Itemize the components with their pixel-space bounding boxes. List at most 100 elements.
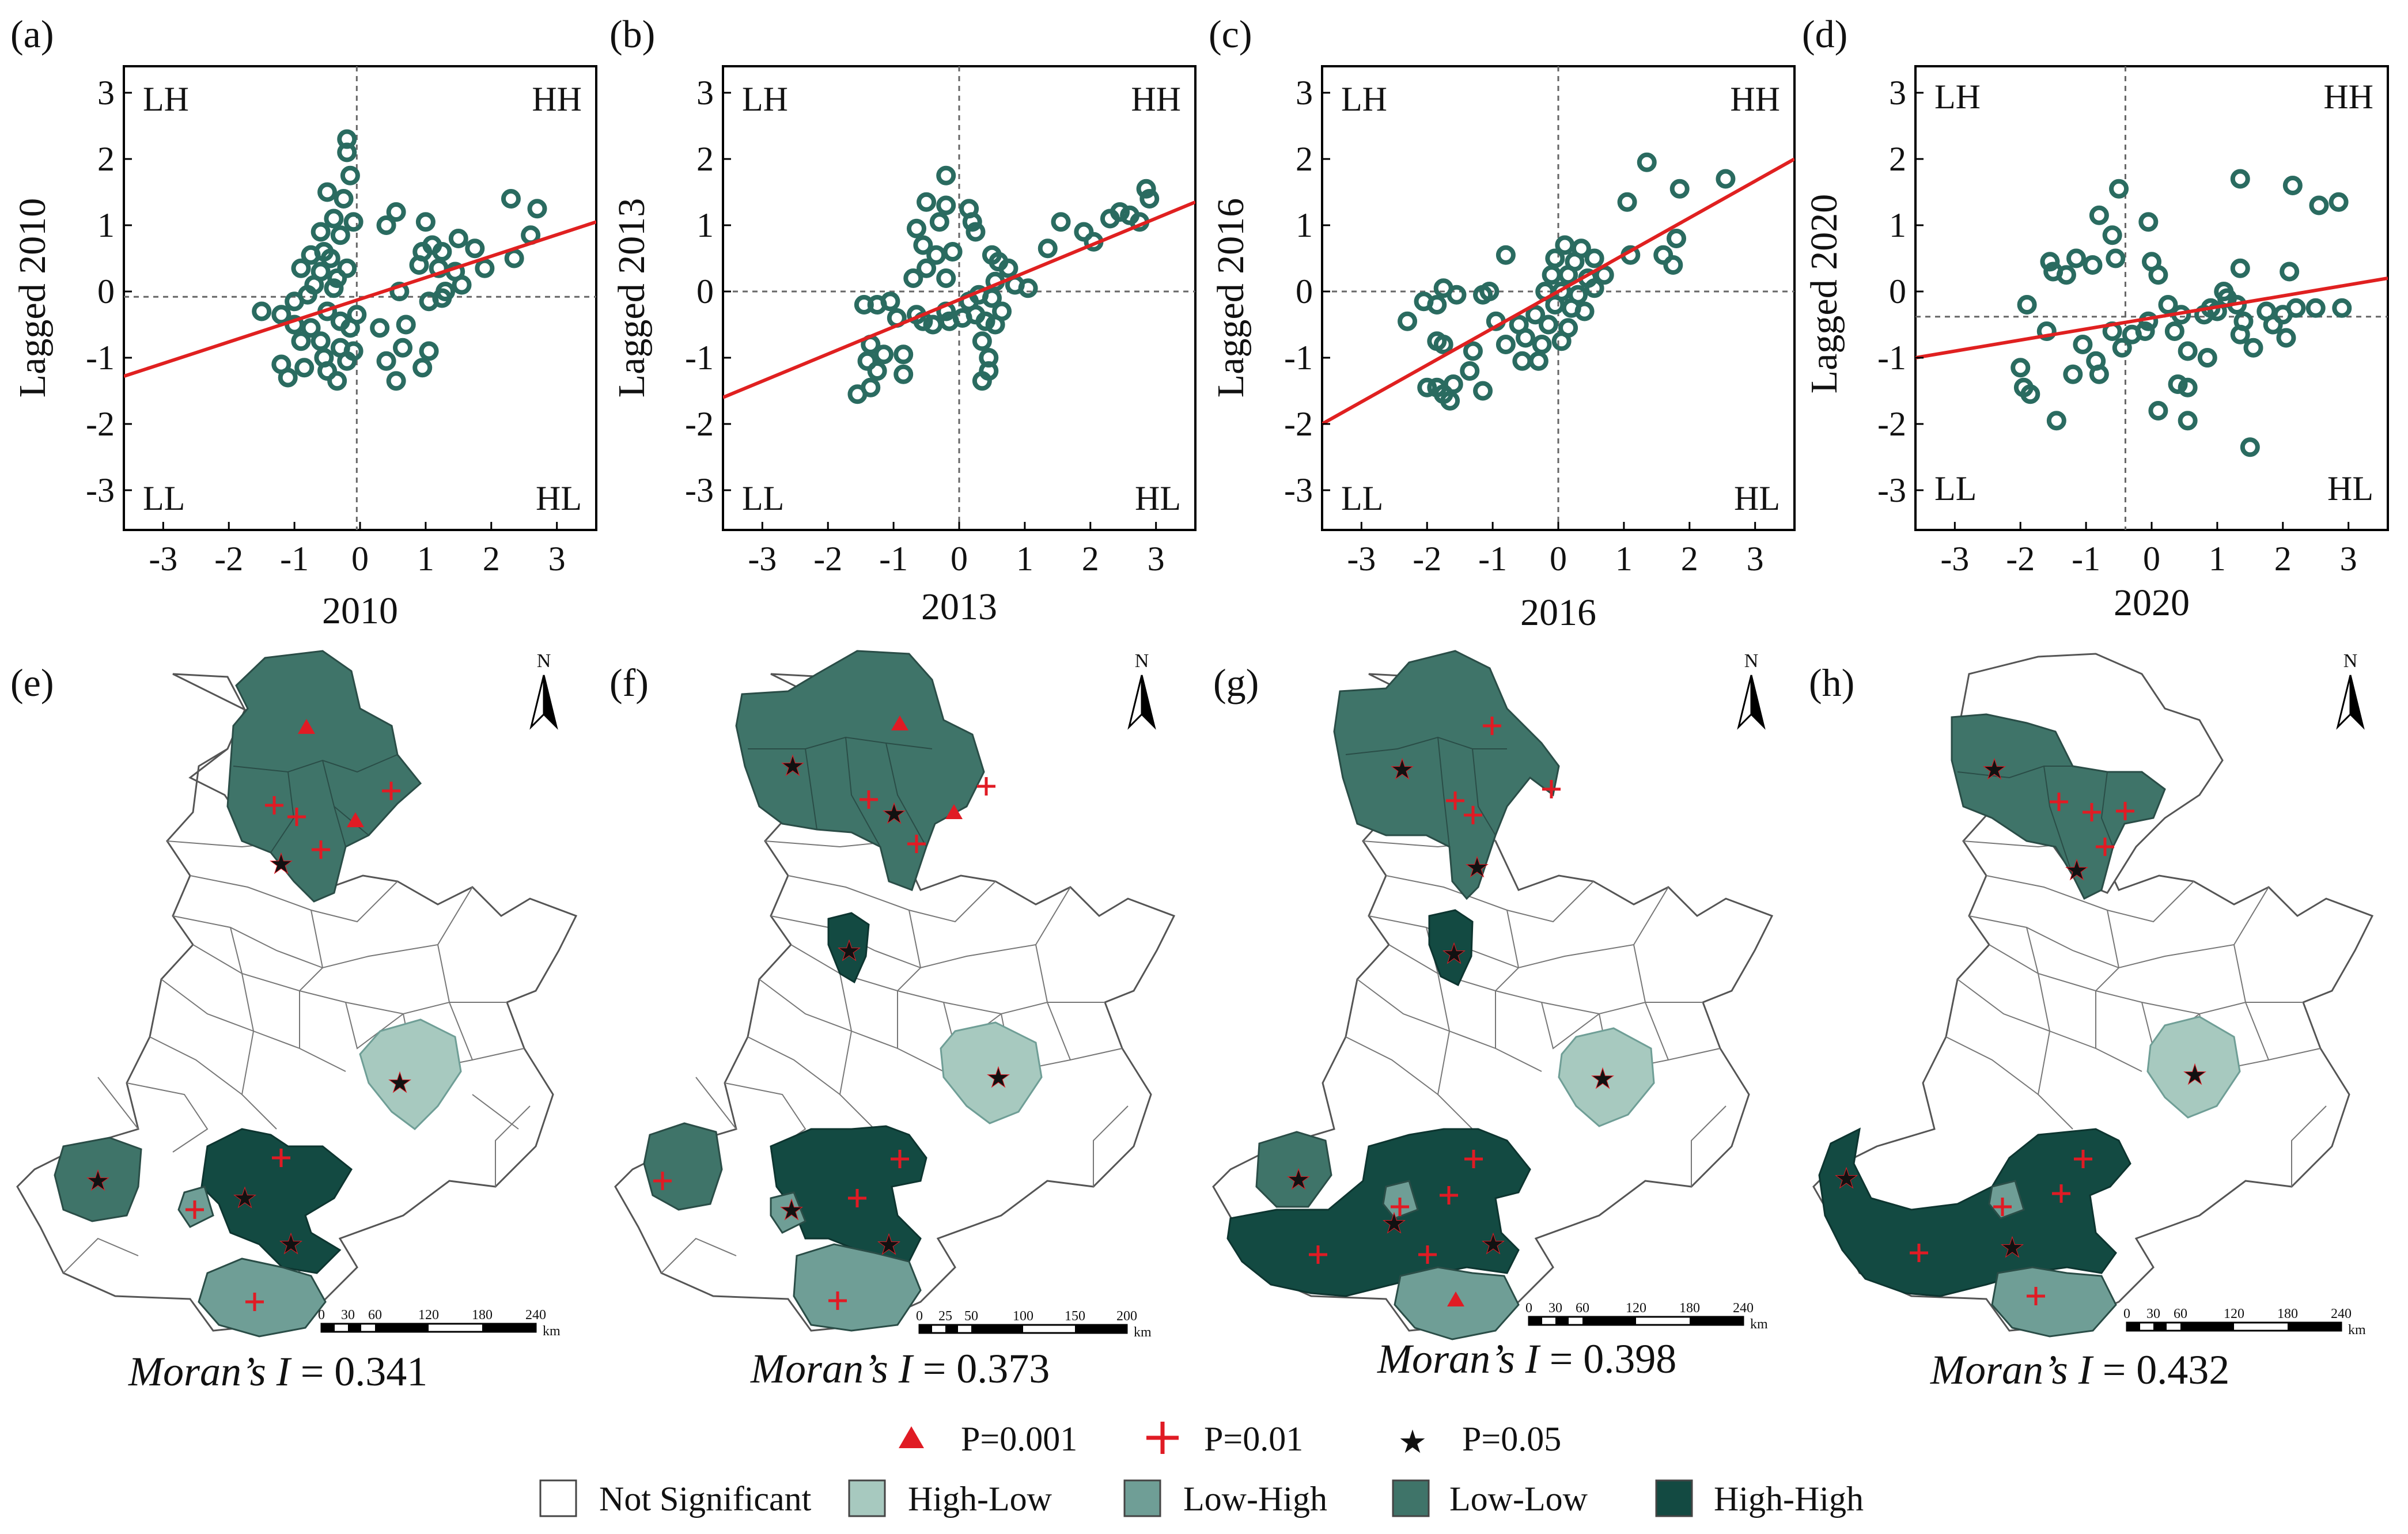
scatter-points (2011, 169, 2352, 457)
scatter-point (936, 165, 956, 185)
x-tick-label: 0 (351, 540, 369, 578)
scatter-point (2332, 298, 2352, 318)
plus-marker (265, 796, 283, 815)
y-axis-label: Lagged 2016 (1210, 198, 1252, 397)
plus-marker (653, 1172, 672, 1190)
scatter-panel-b: (b) -3 -2 -1 0 1 2 3 -3 -2 -1 0 1 2 3 LH HH LL HL 201… (609, 12, 1197, 628)
x-tick-label: 3 (548, 540, 566, 578)
scatter-point (1018, 278, 1038, 298)
morans-i-value: = 0.341 (301, 1349, 428, 1395)
plus-marker (1993, 1198, 2012, 1216)
quadrant-hh: HH (2323, 78, 2373, 116)
scatter-point (917, 192, 937, 212)
scatter-point (419, 341, 439, 361)
quadrant-lh: LH (742, 80, 788, 118)
legend-category-row: Not Significant High-Low Low-High Low-Lo… (539, 1479, 1864, 1518)
scatter-point (2138, 212, 2159, 232)
scatter-point (1551, 331, 1572, 351)
scatter-point (2017, 295, 2037, 315)
legend-marker-row: P=0.001 P=0.01 ★ P=0.05 (899, 1420, 1561, 1460)
star-marker: ★ (1590, 1064, 1615, 1094)
x-tick-label: -1 (2072, 540, 2100, 578)
axis-ticks: -3 -2 -1 0 1 2 3 -3 -2 -1 0 1 2 3 (86, 74, 566, 578)
star-marker: ★ (881, 799, 906, 830)
scatter-point (1495, 335, 1516, 354)
plus-marker (1464, 806, 1482, 824)
scatter-point (452, 275, 472, 295)
morans-i: Moran’s I = 0.398 (1377, 1336, 1676, 1382)
scatter-point (1637, 152, 1657, 172)
north-label: N (2343, 650, 2358, 672)
y-axis-label: Lagged 2010 (12, 198, 54, 397)
scatter-point (376, 215, 396, 235)
scatter-point (1545, 248, 1565, 268)
scatter-point (1509, 315, 1529, 335)
scatter-point (393, 338, 413, 358)
plus-marker (2027, 1287, 2045, 1305)
plot-frame (1914, 65, 2389, 531)
x-tick-label: 2 (2274, 540, 2292, 578)
plus-marker (1418, 1245, 1437, 1264)
scatter-point (2286, 298, 2306, 318)
y-tick-label: 3 (1889, 74, 1906, 112)
scatter-point (2020, 384, 2040, 404)
scatter-point (1584, 278, 1604, 298)
triangle-marker (298, 719, 315, 734)
panel-label: (h) (1809, 661, 1854, 704)
scatter-point (1136, 179, 1156, 199)
scatter-point (327, 371, 347, 391)
scatter-point (2112, 338, 2132, 358)
scale-tick: 120 (2224, 1306, 2244, 1321)
scatter-point (347, 305, 367, 325)
scatter-point (854, 295, 874, 315)
north-arrow: N (1737, 650, 1766, 730)
scale-tick: 60 (2174, 1306, 2187, 1321)
scale-bar: 0 25 50 100 150 200 km (916, 1309, 1152, 1340)
panel-label: (a) (10, 12, 54, 56)
region-low-low-north (226, 650, 422, 903)
north-label: N (1135, 650, 1149, 672)
scatter-point (2164, 321, 2184, 341)
y-tick-label: -1 (1877, 339, 1906, 377)
scatter-point (1532, 335, 1552, 354)
star-marker: ★ (1464, 853, 1489, 883)
scatter-points (847, 165, 1160, 404)
legend-swatch-low-high (1123, 1479, 1161, 1517)
scatter-point (998, 258, 1019, 278)
scatter-point (389, 282, 410, 301)
scatter-point (475, 258, 495, 278)
quadrant-hh: HH (532, 80, 582, 118)
scatter-point (2063, 364, 2083, 384)
legend-swatch-low-low (1392, 1479, 1430, 1517)
star-marker: ★ (780, 751, 805, 782)
star-marker: ★ (268, 849, 293, 880)
scale-tick: 240 (525, 1308, 546, 1323)
legend-label-not-significant: Not Significant (599, 1480, 812, 1518)
scatter-point (985, 315, 1005, 335)
region-low-low-north (735, 650, 985, 891)
morans-i-label: Moran’s I (1930, 1347, 2094, 1393)
significance-markers: ★ ★ ★ ★ ★ (1834, 755, 2208, 1305)
triangle-marker (891, 715, 908, 730)
plus-marker (1446, 791, 1464, 810)
morans-i-value: = 0.373 (923, 1346, 1050, 1392)
plus-marker (860, 790, 878, 809)
quadrant-ll: LL (1934, 469, 1977, 507)
legend-swatch-not-significant (539, 1479, 577, 1517)
scatter-point (2282, 176, 2303, 195)
quadrant-lh: LH (1934, 78, 1981, 116)
scatter-point (2197, 348, 2217, 368)
scatter-point (278, 368, 298, 388)
scatter-point (1538, 315, 1558, 335)
plus-marker (1483, 717, 1501, 735)
triangle-marker (347, 812, 364, 827)
scale-bar: 0 30 60 120 180 240 km (2123, 1306, 2366, 1338)
y-tick-label: 2 (97, 140, 115, 178)
map-panel-f: (f) (609, 650, 1176, 1392)
y-tick-label: 3 (696, 74, 714, 112)
plus-marker (977, 777, 995, 796)
region-low-high-south (1991, 1266, 2117, 1338)
axis-ticks: -3 -2 -1 0 1 2 3 -3 -2 -1 0 1 2 3 (1877, 74, 2357, 578)
y-tick-label: 0 (696, 272, 714, 310)
legend-label-low-high: Low-High (1183, 1480, 1327, 1518)
